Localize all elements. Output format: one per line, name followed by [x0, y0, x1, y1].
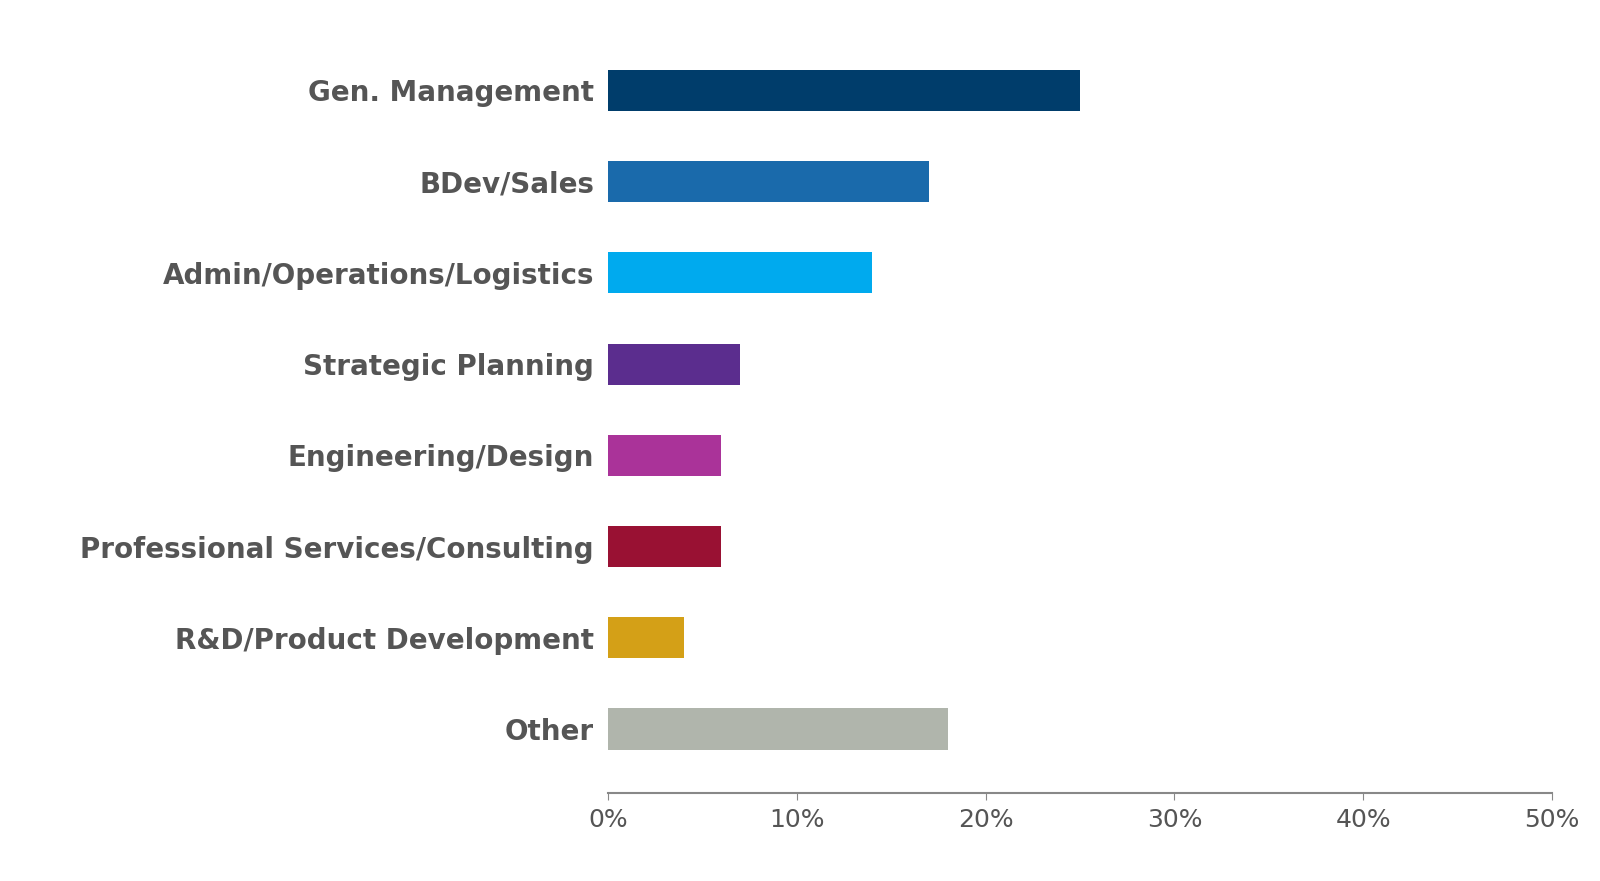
Bar — [608, 252, 872, 293]
Bar — [608, 161, 930, 202]
Bar — [608, 70, 1080, 111]
Bar — [608, 526, 722, 567]
Bar — [608, 708, 947, 750]
Bar — [608, 344, 741, 385]
Bar — [608, 434, 722, 476]
Bar — [608, 618, 683, 658]
